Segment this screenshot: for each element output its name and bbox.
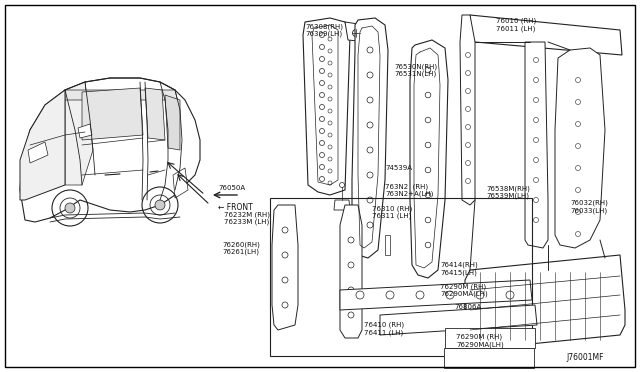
Polygon shape — [165, 95, 180, 150]
Polygon shape — [272, 205, 298, 330]
Polygon shape — [65, 90, 180, 110]
Text: 76010 (RH)
76011 (LH): 76010 (RH) 76011 (LH) — [496, 18, 536, 32]
Polygon shape — [410, 40, 448, 278]
Bar — [445, 328, 535, 348]
Text: J76001MF: J76001MF — [566, 353, 604, 362]
Text: 76410 (RH)
76411 (LH): 76410 (RH) 76411 (LH) — [364, 322, 404, 336]
Text: 76290M (RH)
76290MA(LH): 76290M (RH) 76290MA(LH) — [456, 334, 504, 348]
Polygon shape — [340, 280, 532, 310]
Circle shape — [65, 203, 75, 213]
Polygon shape — [20, 90, 65, 200]
Polygon shape — [20, 78, 200, 222]
Polygon shape — [82, 88, 143, 140]
Text: ← FRONT: ← FRONT — [218, 203, 253, 212]
Polygon shape — [303, 18, 350, 195]
Bar — [270, 198, 532, 356]
Text: 76050A: 76050A — [218, 185, 245, 191]
Polygon shape — [334, 200, 350, 210]
Polygon shape — [385, 235, 390, 255]
Polygon shape — [173, 168, 188, 198]
Text: 76290M (RH)
76290MA(LH): 76290M (RH) 76290MA(LH) — [440, 283, 488, 297]
Polygon shape — [525, 42, 548, 248]
Polygon shape — [145, 88, 165, 140]
Text: 76530N(RH)
76531N(LH): 76530N(RH) 76531N(LH) — [394, 63, 437, 77]
Text: 76308(RH)
76309(LH): 76308(RH) 76309(LH) — [305, 23, 343, 37]
Polygon shape — [465, 255, 625, 350]
Polygon shape — [380, 305, 537, 335]
Text: 74539A: 74539A — [385, 165, 412, 171]
Text: 76260(RH)
76261(LH): 76260(RH) 76261(LH) — [222, 241, 260, 255]
Polygon shape — [352, 18, 388, 258]
Text: 763N2  (RH)
763N2+A(LH): 763N2 (RH) 763N2+A(LH) — [385, 183, 433, 197]
Polygon shape — [352, 228, 358, 258]
Polygon shape — [28, 142, 48, 163]
Polygon shape — [340, 205, 362, 338]
Polygon shape — [555, 48, 605, 248]
Polygon shape — [470, 15, 622, 55]
Polygon shape — [345, 22, 368, 42]
Text: 76806A: 76806A — [454, 304, 481, 310]
Polygon shape — [78, 124, 92, 138]
Polygon shape — [460, 15, 475, 205]
Text: 76310 (RH)
76311 (LH): 76310 (RH) 76311 (LH) — [372, 205, 412, 219]
Text: 76414(RH)
76415(LH): 76414(RH) 76415(LH) — [440, 262, 477, 276]
Text: 76232M (RH)
76233M (LH): 76232M (RH) 76233M (LH) — [224, 211, 270, 225]
Text: 76538M(RH)
76539M(LH): 76538M(RH) 76539M(LH) — [486, 185, 530, 199]
Bar — [444, 348, 534, 368]
Circle shape — [155, 200, 165, 210]
Text: 76032(RH)
76033(LH): 76032(RH) 76033(LH) — [570, 200, 608, 214]
Polygon shape — [65, 82, 93, 185]
